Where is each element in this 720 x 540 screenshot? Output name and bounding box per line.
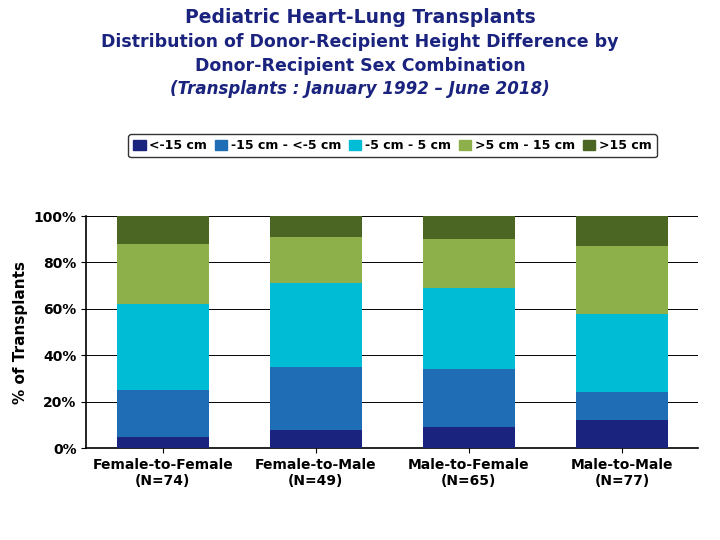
Bar (423, 369, 515, 427)
Bar (270, 367, 361, 430)
Text: Distribution of Donor-Recipient Height Difference by: Distribution of Donor-Recipient Height D… (102, 33, 618, 51)
Bar (117, 436, 209, 448)
Bar (117, 390, 209, 436)
Bar (576, 246, 668, 314)
Text: (Transplants : January 1992 – June 2018): (Transplants : January 1992 – June 2018) (170, 80, 550, 98)
Bar (423, 427, 515, 448)
Bar (117, 244, 209, 304)
Legend: <-15 cm, -15 cm - <-5 cm, -5 cm - 5 cm, >5 cm - 15 cm, >15 cm: <-15 cm, -15 cm - <-5 cm, -5 cm - 5 cm, … (128, 134, 657, 157)
Bar (270, 237, 361, 284)
Bar (576, 314, 668, 393)
Bar (423, 288, 515, 369)
Text: Pediatric Heart-Lung Transplants: Pediatric Heart-Lung Transplants (184, 8, 536, 27)
Bar (117, 216, 209, 244)
Bar (270, 284, 361, 367)
Y-axis label: % of Transplants: % of Transplants (13, 261, 28, 403)
Bar (576, 216, 668, 246)
Bar (576, 393, 668, 420)
Bar (423, 216, 515, 239)
Bar (423, 239, 515, 288)
Bar (270, 216, 361, 237)
Bar (576, 420, 668, 448)
Text: Donor-Recipient Sex Combination: Donor-Recipient Sex Combination (194, 57, 526, 75)
Bar (270, 430, 361, 448)
Bar (117, 304, 209, 390)
